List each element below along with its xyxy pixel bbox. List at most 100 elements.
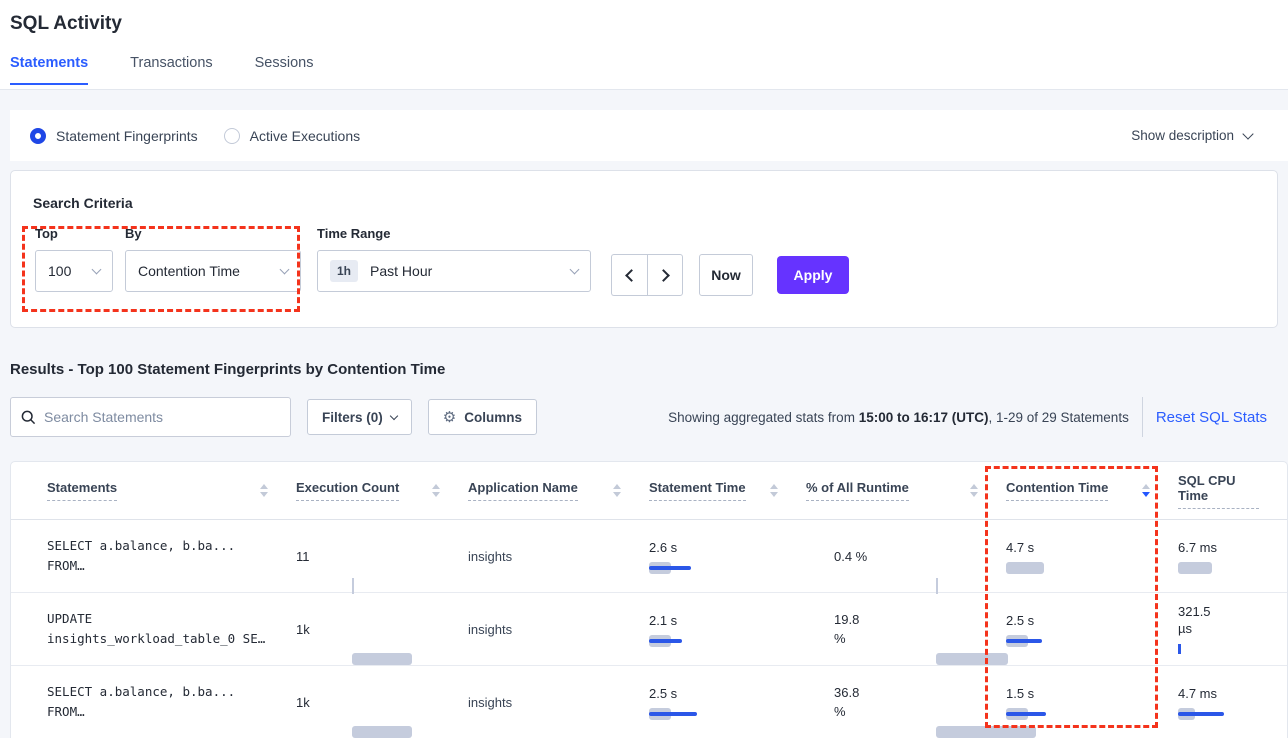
gray-bar xyxy=(1006,561,1044,574)
sort-down-triangle-icon xyxy=(970,492,978,497)
tab-bar: Statements Transactions Sessions xyxy=(10,55,1288,85)
application-name-cell: insights xyxy=(468,548,513,564)
column-header-label: Execution Count xyxy=(296,480,400,501)
next-time-range-button[interactable] xyxy=(647,254,683,296)
search-statements-box[interactable] xyxy=(10,397,291,437)
gray-bar xyxy=(351,726,412,738)
sort-up-triangle-icon xyxy=(770,484,778,489)
pct-runtime-cell: 36.8 % xyxy=(806,666,1036,738)
statement-text-line: FROM… xyxy=(47,558,85,573)
bar-chart xyxy=(1006,561,1044,574)
column-header-execution-count[interactable]: Execution Count xyxy=(296,480,468,501)
chevron-down-icon xyxy=(279,264,290,275)
top-select[interactable]: 100 xyxy=(35,250,113,292)
page-title: SQL Activity xyxy=(10,13,122,34)
execution-count-cell: 1k xyxy=(296,593,468,665)
column-header-label: % of All Runtime xyxy=(806,480,909,501)
time-range-nav xyxy=(611,254,683,296)
pct-runtime-cell: 19.8 % xyxy=(806,593,1008,665)
statement-text-line: UPDATE xyxy=(47,611,93,626)
reset-sql-stats-link[interactable]: Reset SQL Stats xyxy=(1155,408,1267,426)
sort-up-triangle-icon xyxy=(613,484,621,489)
column-header-of-all-runtime[interactable]: % of All Runtime xyxy=(806,480,1006,501)
gray-tick-bar xyxy=(351,578,354,594)
radio-label: Active Executions xyxy=(249,127,361,144)
sort-up-triangle-icon xyxy=(432,484,440,489)
column-header-application-name[interactable]: Application Name xyxy=(468,480,649,501)
tab-statements[interactable]: Statements xyxy=(10,55,89,85)
masthead: SQL Activity Statements Transactions Ses… xyxy=(0,0,1288,90)
radio-unselected-icon[interactable] xyxy=(223,127,240,144)
sort-icon[interactable] xyxy=(770,484,778,497)
contention-time-value: 2.5 s xyxy=(1006,612,1035,628)
blue-line-bar xyxy=(649,565,691,570)
time-range-select[interactable]: 1h Past Hour xyxy=(317,250,591,292)
contention-time-cell: 1.5 s xyxy=(1006,666,1178,738)
bar-chart xyxy=(1178,643,1182,655)
contention-time-cell: 2.5 s xyxy=(1006,593,1178,665)
sql-cpu-time-value: 321.5 µs xyxy=(1178,604,1211,636)
bar-chart xyxy=(1006,707,1046,720)
column-header-statements[interactable]: Statements xyxy=(47,480,296,501)
apply-button[interactable]: Apply xyxy=(777,256,849,294)
sort-down-triangle-icon xyxy=(770,492,778,497)
radio-statement-fingerprints[interactable]: Statement Fingerprints xyxy=(30,127,198,144)
tab-sessions[interactable]: Sessions xyxy=(254,55,314,71)
sort-icon[interactable] xyxy=(613,484,621,497)
gray-bar xyxy=(351,653,412,665)
statement-cell[interactable]: SELECT a.balance, b.ba... FROM… xyxy=(47,682,296,722)
column-header-label: Statements xyxy=(47,480,118,501)
bar-chart xyxy=(936,578,940,594)
sort-down-triangle-icon xyxy=(260,492,268,497)
now-button[interactable]: Now xyxy=(699,254,753,296)
show-description-toggle[interactable]: Show description xyxy=(1131,127,1254,143)
radio-active-executions[interactable]: Active Executions xyxy=(223,127,361,144)
table-header-row: Statements Execution Count Application Nam… xyxy=(11,462,1287,520)
by-select-value: Contention Time xyxy=(138,263,240,279)
statement-time-value: 2.6 s xyxy=(649,539,678,555)
statement-cell[interactable]: UPDATE insights_workload_table_0 SE… xyxy=(47,609,296,649)
column-header-statement-time[interactable]: Statement Time xyxy=(649,480,806,501)
radio-selected-icon[interactable] xyxy=(30,127,46,144)
gear-icon: ⚙ xyxy=(442,409,457,426)
chevron-right-icon xyxy=(657,268,670,282)
application-name-cell: insights xyxy=(468,621,513,637)
tab-transactions[interactable]: Transactions xyxy=(130,55,213,71)
time-range-label: Time Range xyxy=(317,226,391,241)
column-header-contention-time[interactable]: Contention Time xyxy=(1006,480,1178,501)
by-select[interactable]: Contention Time xyxy=(125,250,301,292)
bar-chart xyxy=(649,707,697,720)
columns-button[interactable]: ⚙ Columns xyxy=(427,399,537,435)
previous-time-range-button[interactable] xyxy=(611,254,647,296)
table-body: SELECT a.balance, b.ba... FROM… 11 insights… xyxy=(11,520,1287,738)
sql-cpu-time-cell: 6.7 ms xyxy=(1178,520,1287,592)
sort-icon[interactable] xyxy=(432,484,440,497)
sort-icon[interactable] xyxy=(260,484,268,497)
filters-button[interactable]: Filters (0) xyxy=(307,399,412,435)
results-heading: Results - Top 100 Statement Fingerprints… xyxy=(10,361,446,378)
sql-cpu-time-cell: 4.7 ms xyxy=(1178,666,1287,738)
statement-text-line: SELECT a.balance, b.ba... xyxy=(47,684,236,699)
statement-time-cell: 2.5 s xyxy=(649,666,806,738)
pct-runtime-value: 0.4 % xyxy=(834,548,868,564)
chevron-down-icon xyxy=(569,264,580,275)
blue-line-bar xyxy=(649,711,697,716)
bar-chart xyxy=(649,634,682,647)
column-header-label: SQL CPU Time xyxy=(1178,473,1259,509)
gray-bar xyxy=(1178,561,1212,574)
execution-count-value: 1k xyxy=(296,694,310,710)
by-label: By xyxy=(125,226,142,241)
column-header-sql-cpu-time[interactable]: SQL CPU Time xyxy=(1178,473,1287,509)
pct-runtime-value: 36.8 % xyxy=(834,685,860,719)
search-input[interactable] xyxy=(44,409,280,425)
contention-time-value: 1.5 s xyxy=(1006,685,1035,701)
pct-runtime-cell: 0.4 % xyxy=(806,520,1006,594)
sort-down-triangle-icon xyxy=(432,492,440,497)
sort-icon[interactable] xyxy=(1142,484,1150,497)
time-range-field: Time Range 1h Past Hour xyxy=(317,226,591,292)
statement-cell[interactable]: SELECT a.balance, b.ba... FROM… xyxy=(47,536,296,576)
top-select-value: 100 xyxy=(48,263,72,279)
sort-icon[interactable] xyxy=(970,484,978,497)
statement-text-line: insights_workload_table_0 SE… xyxy=(47,631,266,646)
stats-time-range: 15:00 to 16:17 (UTC) xyxy=(858,409,989,425)
